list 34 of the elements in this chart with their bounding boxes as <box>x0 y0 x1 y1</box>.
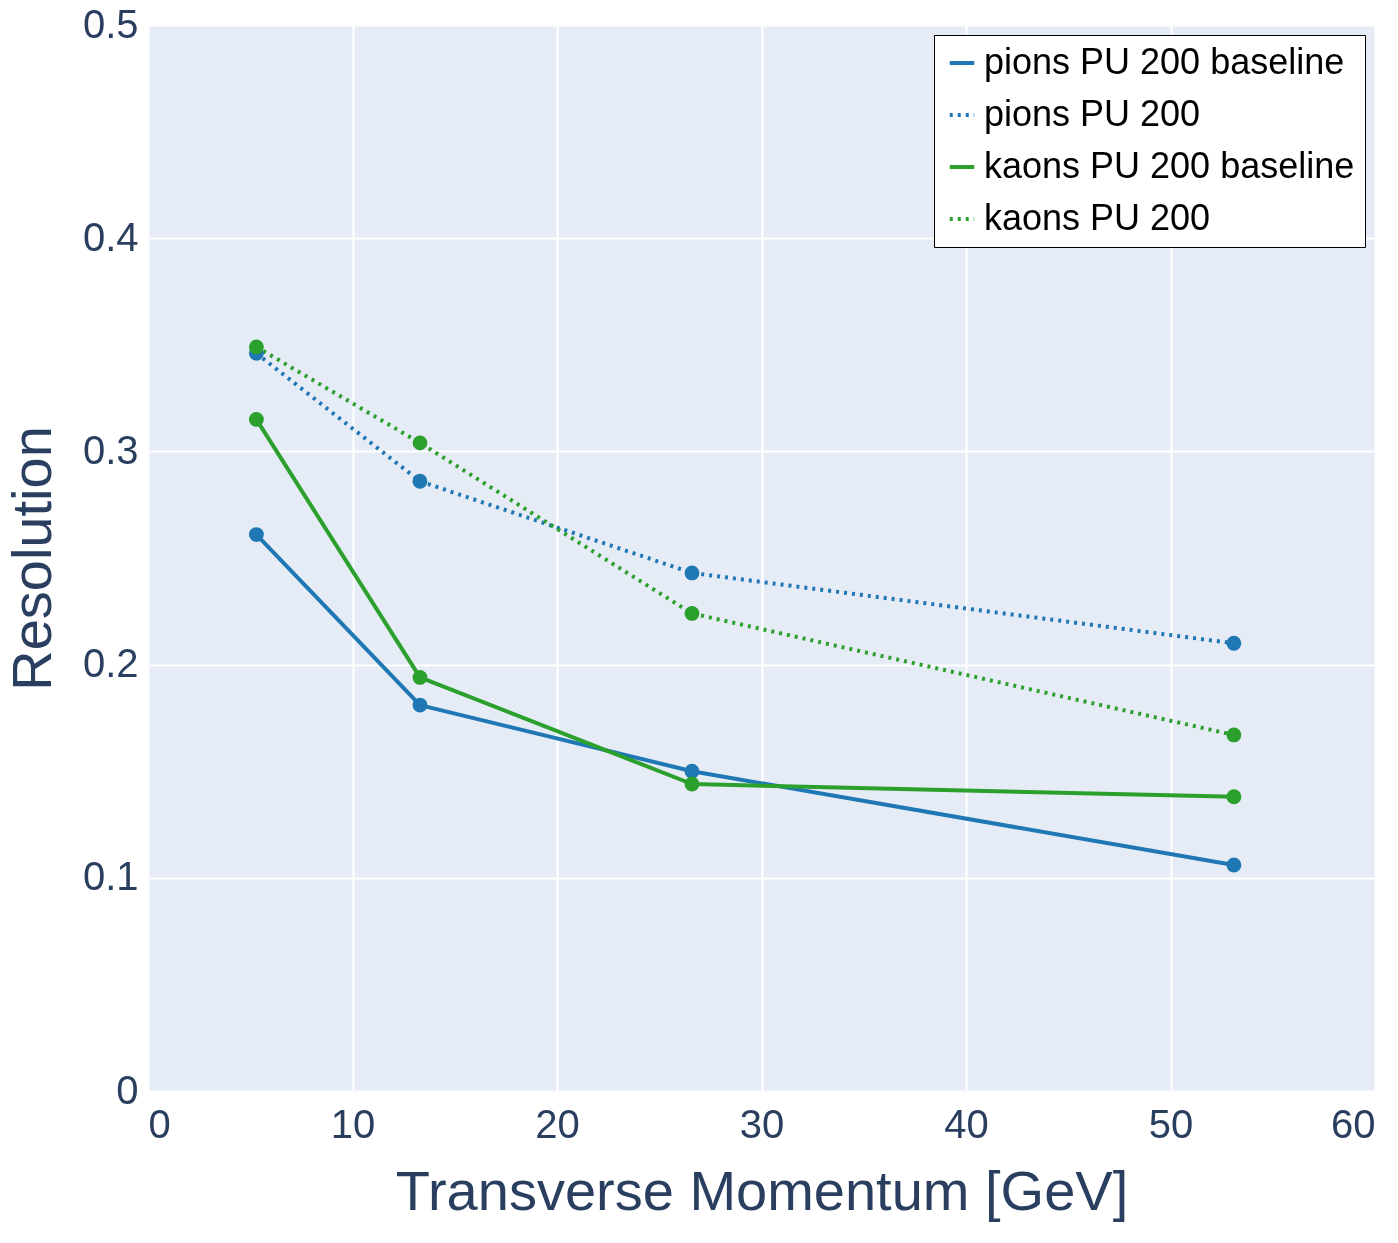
point <box>412 669 428 685</box>
y-tick-label: 0.5 <box>82 1 139 46</box>
point <box>1226 789 1242 805</box>
point <box>248 527 264 542</box>
point <box>1226 857 1242 873</box>
point <box>684 606 700 621</box>
y-tick-label: 0.3 <box>82 427 139 472</box>
legend-label: pions PU 200 <box>984 93 1201 134</box>
point <box>248 339 264 355</box>
legend-label: kaons PU 200 baseline <box>984 145 1355 186</box>
point <box>684 565 700 581</box>
y-tick-label: 0 <box>116 1067 139 1112</box>
x-tick-label: 40 <box>944 1101 989 1146</box>
legend-label: kaons PU 200 <box>984 197 1211 238</box>
x-tick-label: 10 <box>330 1101 376 1146</box>
x-tick-label: 0 <box>148 1101 171 1146</box>
point <box>412 435 428 451</box>
y-axis-title: Resolution <box>0 426 63 691</box>
y-tick-label: 0.4 <box>82 214 139 259</box>
x-tick-label: 50 <box>1148 1101 1194 1146</box>
legend-label: pions PU 200 baseline <box>984 41 1345 82</box>
point <box>1226 635 1242 651</box>
point <box>684 776 700 792</box>
point <box>248 412 264 427</box>
point <box>412 473 428 489</box>
x-tick-label: 60 <box>1331 1101 1376 1146</box>
y-tick-label: 0.1 <box>82 854 139 899</box>
x-tick-label: 20 <box>535 1101 580 1146</box>
y-tick-label: 0.2 <box>82 641 139 686</box>
point <box>412 697 428 713</box>
x-axis-title: Transverse Momentum [GeV] <box>395 1158 1129 1222</box>
point <box>1226 727 1242 743</box>
point <box>684 763 700 779</box>
x-tick-label: 30 <box>739 1101 785 1146</box>
